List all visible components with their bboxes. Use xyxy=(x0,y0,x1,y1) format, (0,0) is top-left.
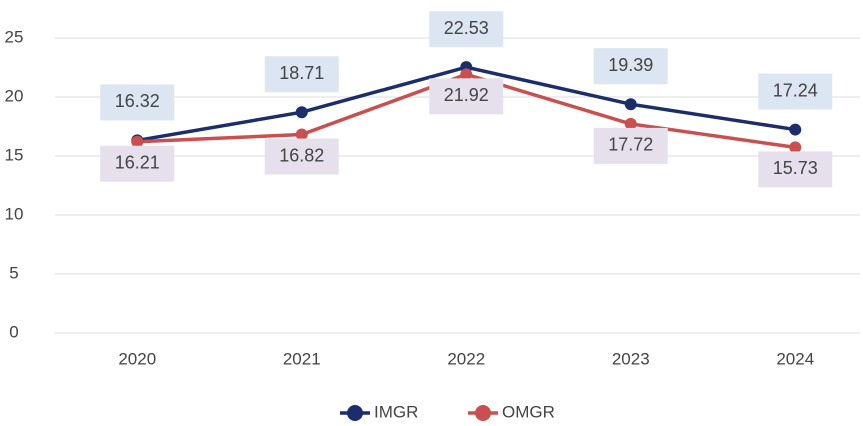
x-tick-label: 2021 xyxy=(283,349,321,368)
legend-marker xyxy=(347,405,363,421)
y-tick-label: 15 xyxy=(5,145,24,164)
point xyxy=(131,135,144,148)
point xyxy=(624,98,637,111)
data-label-box xyxy=(264,56,339,93)
data-label: 17.72 xyxy=(608,135,653,155)
data-label: 17.24 xyxy=(773,80,818,100)
y-tick-label: 0 xyxy=(9,322,18,341)
data-label-box xyxy=(100,84,175,121)
data-label: 21.92 xyxy=(444,85,489,105)
data-label: 16.21 xyxy=(115,152,160,172)
y-tick-label: 5 xyxy=(9,263,18,282)
data-label-box xyxy=(429,11,504,48)
data-label-box xyxy=(100,145,175,182)
data-label: 19.39 xyxy=(608,55,653,75)
data-label-box xyxy=(264,138,339,175)
data-label-box xyxy=(593,127,668,164)
point xyxy=(460,68,473,81)
data-label: 15.73 xyxy=(773,158,818,178)
data-label: 16.82 xyxy=(279,145,324,165)
point xyxy=(789,141,802,154)
point xyxy=(624,117,637,130)
y-tick-label: 10 xyxy=(5,204,24,223)
legend-label: IMGR xyxy=(374,402,418,421)
x-tick-label: 2022 xyxy=(447,349,485,368)
data-label-box xyxy=(758,73,833,110)
x-tick-label: 2023 xyxy=(612,349,650,368)
legend-label: OMGR xyxy=(502,402,555,421)
data-label: 16.32 xyxy=(115,91,160,111)
data-label: 18.71 xyxy=(279,63,324,83)
x-tick-label: 2020 xyxy=(118,349,156,368)
legend-marker xyxy=(475,405,491,421)
y-tick-label: 20 xyxy=(5,86,24,105)
point xyxy=(789,123,802,136)
point xyxy=(295,128,308,141)
data-label-box xyxy=(593,48,668,85)
data-label-box xyxy=(758,151,833,188)
x-tick-label: 2024 xyxy=(776,349,814,368)
point xyxy=(295,106,308,119)
data-label: 22.53 xyxy=(444,18,489,38)
y-tick-label: 25 xyxy=(5,27,24,46)
data-label-box xyxy=(429,78,504,115)
